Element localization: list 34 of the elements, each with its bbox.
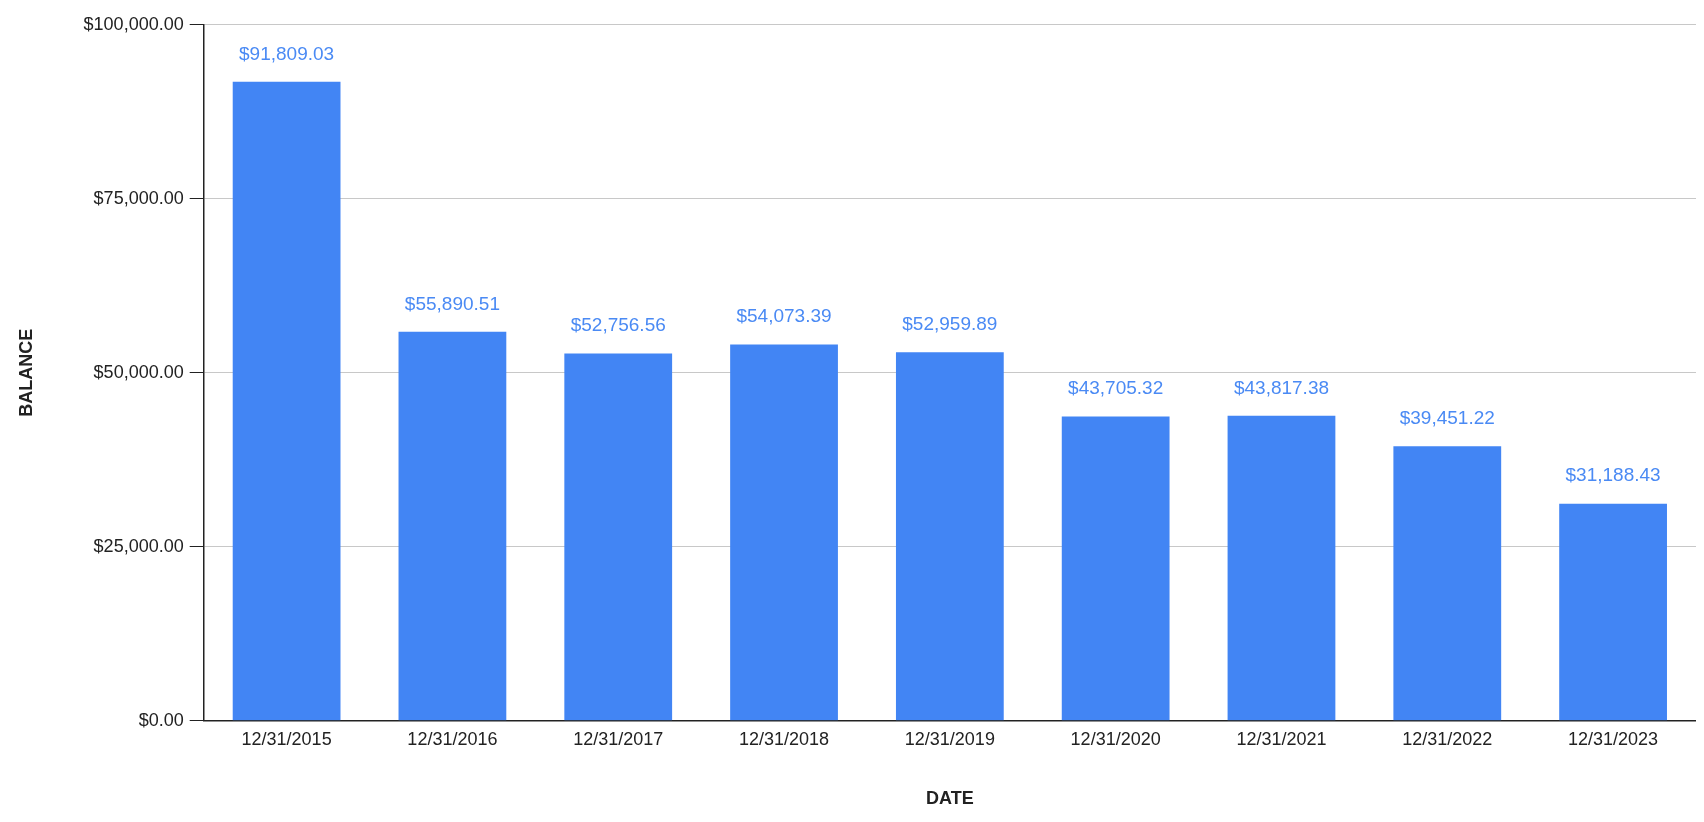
x-tick-label: 12/31/2022 — [1402, 728, 1493, 749]
data-label: $39,451.22 — [1399, 406, 1495, 428]
data-label: $43,705.32 — [1068, 377, 1164, 399]
data-label: $31,188.43 — [1565, 464, 1661, 486]
x-tick-label: 12/31/2015 — [241, 728, 332, 749]
x-axis-title: DATE — [926, 788, 974, 809]
x-tick-label: 12/31/2018 — [738, 728, 830, 749]
y-tick-label: $50,000.00 — [93, 361, 184, 382]
x-tick-label: 12/31/2023 — [1568, 728, 1659, 749]
x-tick-label: 12/31/2016 — [407, 728, 498, 749]
x-tick-label: 12/31/2021 — [1236, 728, 1327, 749]
bar — [1393, 446, 1502, 721]
data-label: $43,817.38 — [1233, 376, 1330, 398]
bar — [1061, 416, 1170, 721]
x-tick-label: 12/31/2017 — [573, 728, 664, 749]
data-label: $52,959.89 — [902, 312, 998, 334]
y-axis-title: BALANCE — [15, 328, 36, 417]
bar — [1559, 503, 1667, 721]
bar — [730, 344, 838, 721]
x-tick-label: 12/31/2020 — [1070, 728, 1161, 749]
bar — [398, 331, 507, 721]
data-label: $54,073.39 — [736, 305, 832, 327]
bar — [1227, 415, 1336, 721]
data-label: $55,890.51 — [404, 292, 500, 314]
y-tick-label: $25,000.00 — [93, 535, 184, 556]
bar — [895, 352, 1004, 721]
x-tick-label: 12/31/2019 — [904, 728, 995, 749]
y-tick-label: $100,000.00 — [83, 13, 184, 34]
data-label: $91,809.03 — [239, 42, 335, 64]
bar — [232, 81, 341, 721]
y-tick-label: $75,000.00 — [93, 187, 184, 208]
y-tick-label: $0.00 — [138, 709, 184, 730]
data-label: $52,756.56 — [570, 314, 666, 336]
bar — [564, 353, 673, 721]
